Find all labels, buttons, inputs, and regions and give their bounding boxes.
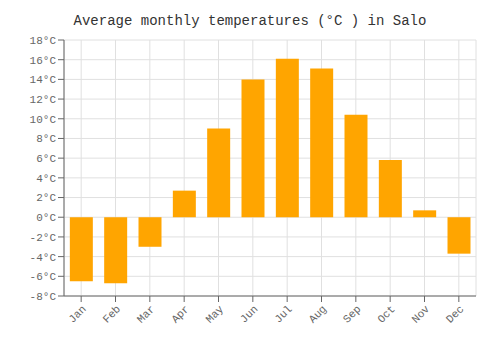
svg-text:16°C: 16°C <box>30 55 57 67</box>
svg-text:Jun: Jun <box>238 303 260 325</box>
svg-text:Mar: Mar <box>135 303 157 325</box>
svg-text:Aug: Aug <box>307 303 329 325</box>
html-text:Average monthly temperatures (: Average monthly temperatures (°C ) in Sa… <box>73 13 427 29</box>
svg-text:18°C: 18°C <box>30 35 57 47</box>
svg-text:6°C: 6°C <box>36 153 56 165</box>
svg-text:-2°C: -2°C <box>30 232 57 244</box>
svg-text:Feb: Feb <box>101 303 123 325</box>
svg-text:Sep: Sep <box>341 303 363 325</box>
svg-text:14°C: 14°C <box>30 74 57 86</box>
svg-text:0°C: 0°C <box>36 212 56 224</box>
svg-text:-8°C: -8°C <box>30 291 57 303</box>
svg-text:-4°C: -4°C <box>30 252 57 264</box>
svg-text:10°C: 10°C <box>30 114 57 126</box>
svg-text:Nov: Nov <box>410 303 433 326</box>
svg-text:-6°C: -6°C <box>30 271 57 283</box>
svg-text:May: May <box>204 303 227 326</box>
svg-text:Dec: Dec <box>444 303 466 325</box>
svg-text:Apr: Apr <box>169 303 191 325</box>
svg-text:Jul: Jul <box>272 303 294 325</box>
svg-text:2°C: 2°C <box>36 192 56 204</box>
svg-text:Oct: Oct <box>375 303 397 325</box>
svg-text:4°C: 4°C <box>36 173 56 185</box>
svg-text:8°C: 8°C <box>36 133 56 145</box>
svg-text:12°C: 12°C <box>30 94 57 106</box>
svg-text:Jan: Jan <box>66 303 88 325</box>
